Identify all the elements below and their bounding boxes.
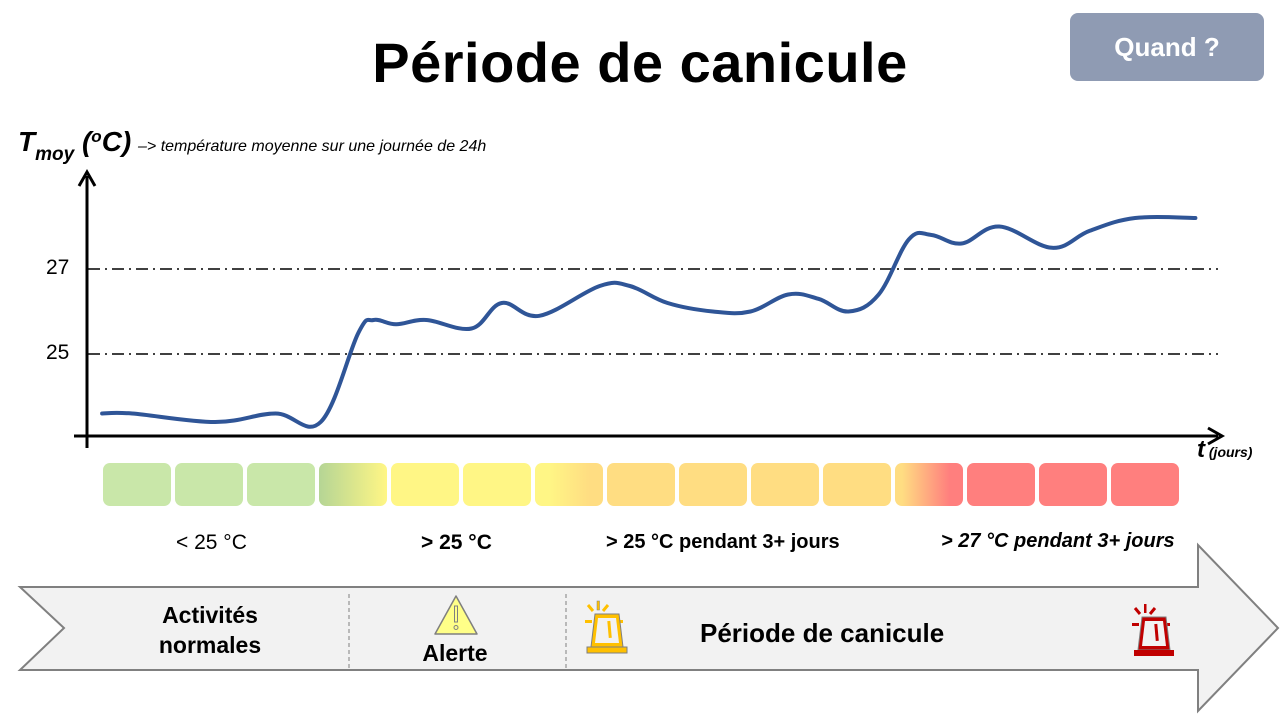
stage-heatwave: Période de canicule <box>700 618 945 648</box>
warning-icon <box>434 595 478 635</box>
day-cell-8 <box>607 463 675 506</box>
stage-alert: Alerte <box>422 640 488 666</box>
siren-yellow-icon <box>585 600 628 654</box>
day-cell-7 <box>535 463 603 506</box>
temperature-chart <box>74 168 1226 448</box>
day-cell-13 <box>967 463 1035 506</box>
x-axis-arrow-icon <box>1207 426 1226 446</box>
quand-button[interactable]: Quand ? <box>1070 13 1264 81</box>
day-cell-11 <box>823 463 891 506</box>
page-title: Période de canicule <box>372 31 908 94</box>
condition-heatwave: > 25 °C pendant 3+ jours <box>606 531 840 553</box>
y-axis-label: Tmoy (oC) <box>18 126 132 165</box>
day-cell-9 <box>679 463 747 506</box>
day-cell-10 <box>751 463 819 506</box>
y-tick-27: 27 <box>46 256 70 279</box>
siren-red-icon <box>1132 604 1174 656</box>
x-axis-label: t (jours) <box>1197 436 1253 463</box>
temperature-curve <box>100 214 1198 429</box>
day-cell-2 <box>175 463 243 506</box>
day-cell-3 <box>247 463 315 506</box>
day-cell-15 <box>1111 463 1179 506</box>
stage-normal: Activités normales <box>158 602 262 658</box>
day-cell-6 <box>463 463 531 506</box>
day-cell-12 <box>895 463 963 506</box>
condition-severe: > 27 °C pendant 3+ jours <box>941 530 1175 552</box>
y-axis-arrow-icon <box>77 168 97 187</box>
condition-alert: > 25 °C <box>421 531 492 554</box>
day-color-strip <box>103 463 1179 506</box>
day-cell-14 <box>1039 463 1107 506</box>
y-tick-25: 25 <box>46 341 70 364</box>
condition-normal: < 25 °C <box>176 531 247 554</box>
day-cell-4 <box>319 463 387 506</box>
day-cell-1 <box>103 463 171 506</box>
day-cell-5 <box>391 463 459 506</box>
y-axis-note: –> température moyenne sur une journée d… <box>138 138 487 155</box>
